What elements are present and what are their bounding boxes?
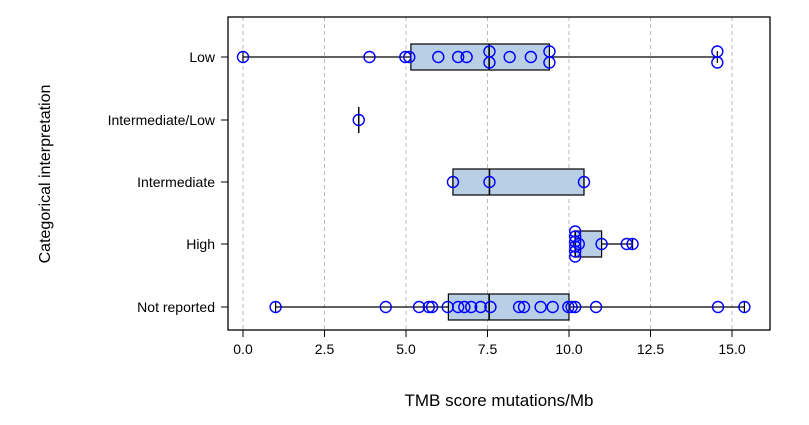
data-point (483, 175, 496, 189)
data-point (572, 237, 585, 251)
x-tick-label: 7.5 (478, 341, 498, 357)
data-point (352, 113, 365, 127)
data-point (568, 225, 582, 238)
x-axis: 0.0 2.5 5.0 7.5 10.0 12.5 15.0 (233, 330, 746, 357)
box-low (236, 43, 724, 71)
data-point (568, 235, 582, 248)
x-axis-label: TMB score mutations/Mb (405, 391, 594, 410)
data-point (568, 240, 582, 253)
data-point (568, 245, 582, 258)
data-point (460, 50, 473, 64)
data-point (711, 56, 724, 69)
x-tick-label: 10.0 (555, 341, 582, 357)
data-point (595, 237, 608, 251)
x-tick-label: 2.5 (315, 341, 335, 357)
box (410, 43, 551, 71)
box-intermediate-low (352, 107, 365, 133)
data-point (568, 300, 582, 314)
data-point (562, 300, 575, 314)
data-point (484, 300, 497, 314)
plot-frame (227, 16, 771, 331)
data-point (474, 300, 487, 314)
data-point (458, 300, 471, 314)
y-tick-label: Intermediate (137, 174, 215, 190)
data-point (422, 300, 436, 314)
box (447, 293, 570, 321)
y-tick-label: Intermediate/Low (108, 112, 216, 128)
data-point (236, 50, 250, 64)
x-tick-label: 0.0 (233, 341, 253, 357)
y-tick-label: High (186, 236, 215, 252)
data-point (425, 300, 439, 314)
box (452, 168, 585, 196)
data-point (626, 237, 639, 251)
boxes (236, 43, 751, 321)
x-tick-label: 12.5 (637, 341, 664, 357)
data-point (568, 250, 582, 263)
data-point (451, 50, 465, 64)
data-point (589, 300, 603, 314)
data-point (412, 300, 426, 314)
y-axis-label: Categorical interpretation (37, 85, 54, 264)
data-point (711, 300, 725, 314)
x-tick-label: 5.0 (396, 341, 416, 357)
data-point (451, 300, 465, 314)
x-tick-label: 15.0 (718, 341, 745, 357)
box-high (568, 225, 639, 263)
data-point (432, 50, 445, 64)
data-point (577, 175, 591, 189)
y-tick-label: Not reported (137, 299, 215, 315)
data-point (403, 50, 416, 64)
data-point (565, 300, 578, 314)
box-intermediate (446, 168, 591, 196)
data-point (620, 237, 633, 251)
y-tick-label: Low (189, 49, 216, 65)
data-point (465, 300, 478, 314)
data-point (363, 50, 376, 64)
data-point (738, 300, 751, 314)
data-point (568, 230, 582, 243)
data-point (534, 300, 547, 314)
box-not-reported (269, 293, 751, 321)
data-point (483, 56, 496, 69)
data-point (546, 300, 559, 314)
data-point (517, 300, 531, 314)
data-point (543, 56, 556, 69)
data-point (503, 50, 516, 64)
data-point (379, 300, 392, 314)
data-point (524, 50, 538, 64)
y-axis: Low Intermediate/Low Intermediate High Not r… (108, 49, 228, 315)
data-point (446, 175, 460, 189)
data-point (269, 300, 282, 314)
data-point (512, 300, 526, 314)
data-point (399, 50, 412, 64)
